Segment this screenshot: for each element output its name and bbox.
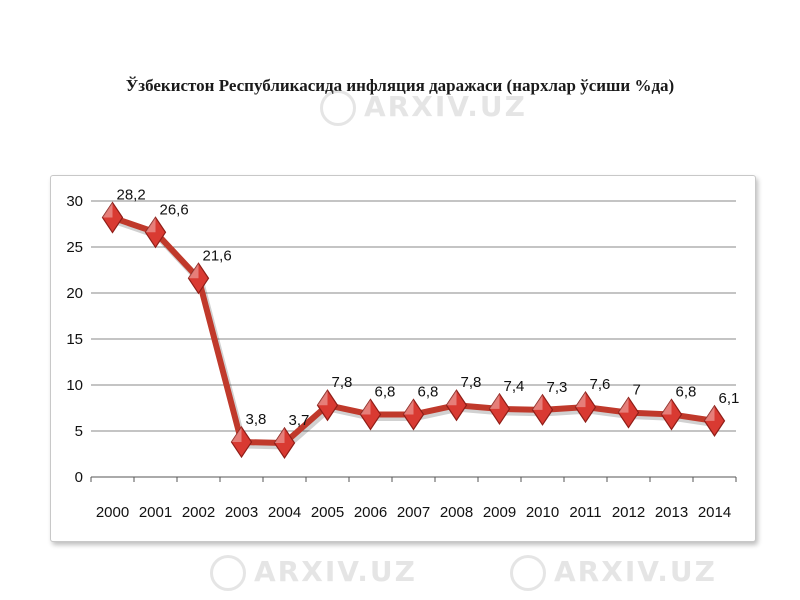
data-label: 6,8 (676, 383, 697, 400)
data-label: 28,2 (117, 187, 146, 204)
x-tick-label: 2005 (311, 504, 344, 521)
x-tick-label: 2000 (96, 504, 129, 521)
x-tick-label: 2008 (440, 504, 473, 521)
y-tick-label: 15 (66, 331, 83, 348)
data-point-marker (402, 398, 425, 431)
x-tick-label: 2003 (225, 504, 258, 521)
data-point-marker (101, 201, 124, 234)
slide-title: Ўзбекистон Республикасида инфляция дараж… (125, 76, 675, 95)
inflation-line-chart: 0 5 10 15 20 25 30 2000 2001 2002 2003 2004 2005 2006… (66, 187, 740, 521)
data-label: 7,6 (590, 376, 611, 393)
marker-layer (101, 201, 726, 460)
x-tick-label: 2006 (354, 504, 387, 521)
data-point-marker (144, 216, 167, 249)
data-label: 21,6 (203, 247, 232, 264)
data-point-marker (230, 425, 253, 459)
data-point-marker (660, 398, 683, 431)
x-tick-label: 2014 (698, 504, 731, 521)
data-label: 3,7 (289, 412, 310, 429)
chart-frame: 0 5 10 15 20 25 30 2000 2001 2002 2003 2004 2005 2006… (50, 175, 756, 542)
x-tick-label: 2009 (483, 504, 516, 521)
data-point-marker (359, 398, 382, 431)
data-label: 7 (633, 382, 641, 399)
data-point-marker (273, 426, 296, 460)
x-tick-label: 2011 (569, 504, 601, 521)
data-point-marker (531, 393, 554, 426)
y-tick-label: 10 (66, 377, 83, 394)
data-label: 6,8 (418, 383, 439, 400)
x-tick-label: 2001 (139, 504, 172, 521)
data-label: 26,6 (160, 201, 189, 218)
data-point-marker (574, 390, 597, 424)
y-tick-label: 20 (66, 285, 83, 302)
data-label: 6,8 (375, 383, 396, 400)
data-label: 3,8 (246, 411, 267, 428)
data-label-layer: 28,2 26,6 21,6 3,8 3,7 7,8 6,8 6,8 7,8 7,4 7,3 7,6 7… (117, 187, 740, 429)
watermark: ARXIV.UZ (210, 555, 417, 591)
data-label: 7,3 (547, 379, 568, 396)
data-point-marker (617, 396, 640, 429)
data-point-marker (445, 389, 468, 422)
data-point-marker (187, 262, 210, 295)
y-tick-label: 0 (75, 469, 83, 486)
x-tick-label: 2002 (182, 504, 215, 521)
data-label: 7,8 (461, 374, 482, 391)
x-tick-label: 2013 (655, 504, 688, 521)
x-tick-label: 2007 (397, 504, 430, 521)
data-label: 6,1 (719, 390, 740, 407)
data-label: 7,8 (332, 374, 353, 391)
y-tick-label: 30 (66, 193, 83, 210)
data-point-marker (703, 404, 726, 437)
data-label: 7,4 (504, 378, 525, 395)
x-tick-label: 2010 (526, 504, 559, 521)
x-tick-label: 2004 (268, 504, 301, 521)
data-point-marker (488, 392, 511, 426)
data-point-marker (316, 389, 339, 422)
y-tick-label: 5 (75, 423, 83, 440)
y-tick-label: 25 (66, 239, 83, 256)
watermark: ARXIV.UZ (510, 555, 717, 591)
axis-layer: 0 5 10 15 20 25 30 2000 2001 2002 2003 2004 2005 2006… (66, 193, 737, 521)
x-tick-label: 2012 (612, 504, 645, 521)
